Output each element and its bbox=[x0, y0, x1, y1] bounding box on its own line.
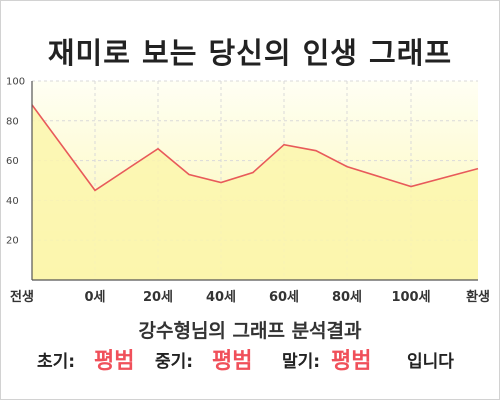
x-tick-label: 40세 bbox=[206, 290, 236, 305]
life-chart: 20 40 60 80 100 전생 0세 20세 40세 60세 80세 100세 환생 bbox=[6, 77, 490, 306]
result-summary: 초기: 평범 중기: 평범 말기: 평범 입니다 bbox=[0, 345, 500, 379]
x-tick-label: 100세 bbox=[391, 290, 430, 305]
late-value: 평범 bbox=[331, 349, 372, 374]
page-title: 재미로 보는 당신의 인생 그래프 bbox=[47, 36, 453, 70]
late-label: 말기: bbox=[282, 352, 321, 372]
early-label: 초기: bbox=[37, 352, 76, 372]
mid-label: 중기: bbox=[155, 352, 194, 372]
y-tick-label: 20 bbox=[6, 236, 19, 247]
result-suffix: 입니다 bbox=[407, 352, 454, 372]
y-tick-label: 40 bbox=[6, 196, 19, 207]
y-tick-label: 60 bbox=[6, 156, 19, 167]
x-tick-label: 전생 bbox=[10, 289, 34, 305]
x-tick-label: 0세 bbox=[84, 290, 105, 305]
x-tick-label: 80세 bbox=[332, 290, 362, 305]
series-line bbox=[31, 104, 479, 192]
y-tick-label: 100 bbox=[6, 77, 25, 88]
y-tick-label: 80 bbox=[6, 116, 19, 127]
x-tick-label: 환생 bbox=[466, 289, 490, 305]
mid-value: 평범 bbox=[212, 349, 253, 374]
early-value: 평범 bbox=[94, 349, 135, 374]
x-tick-label: 20세 bbox=[143, 290, 173, 305]
x-tick-label: 60세 bbox=[269, 290, 299, 305]
analysis-subtitle: 강수형님의 그래프 분석결과 bbox=[138, 320, 362, 342]
series-area bbox=[32, 104, 478, 281]
